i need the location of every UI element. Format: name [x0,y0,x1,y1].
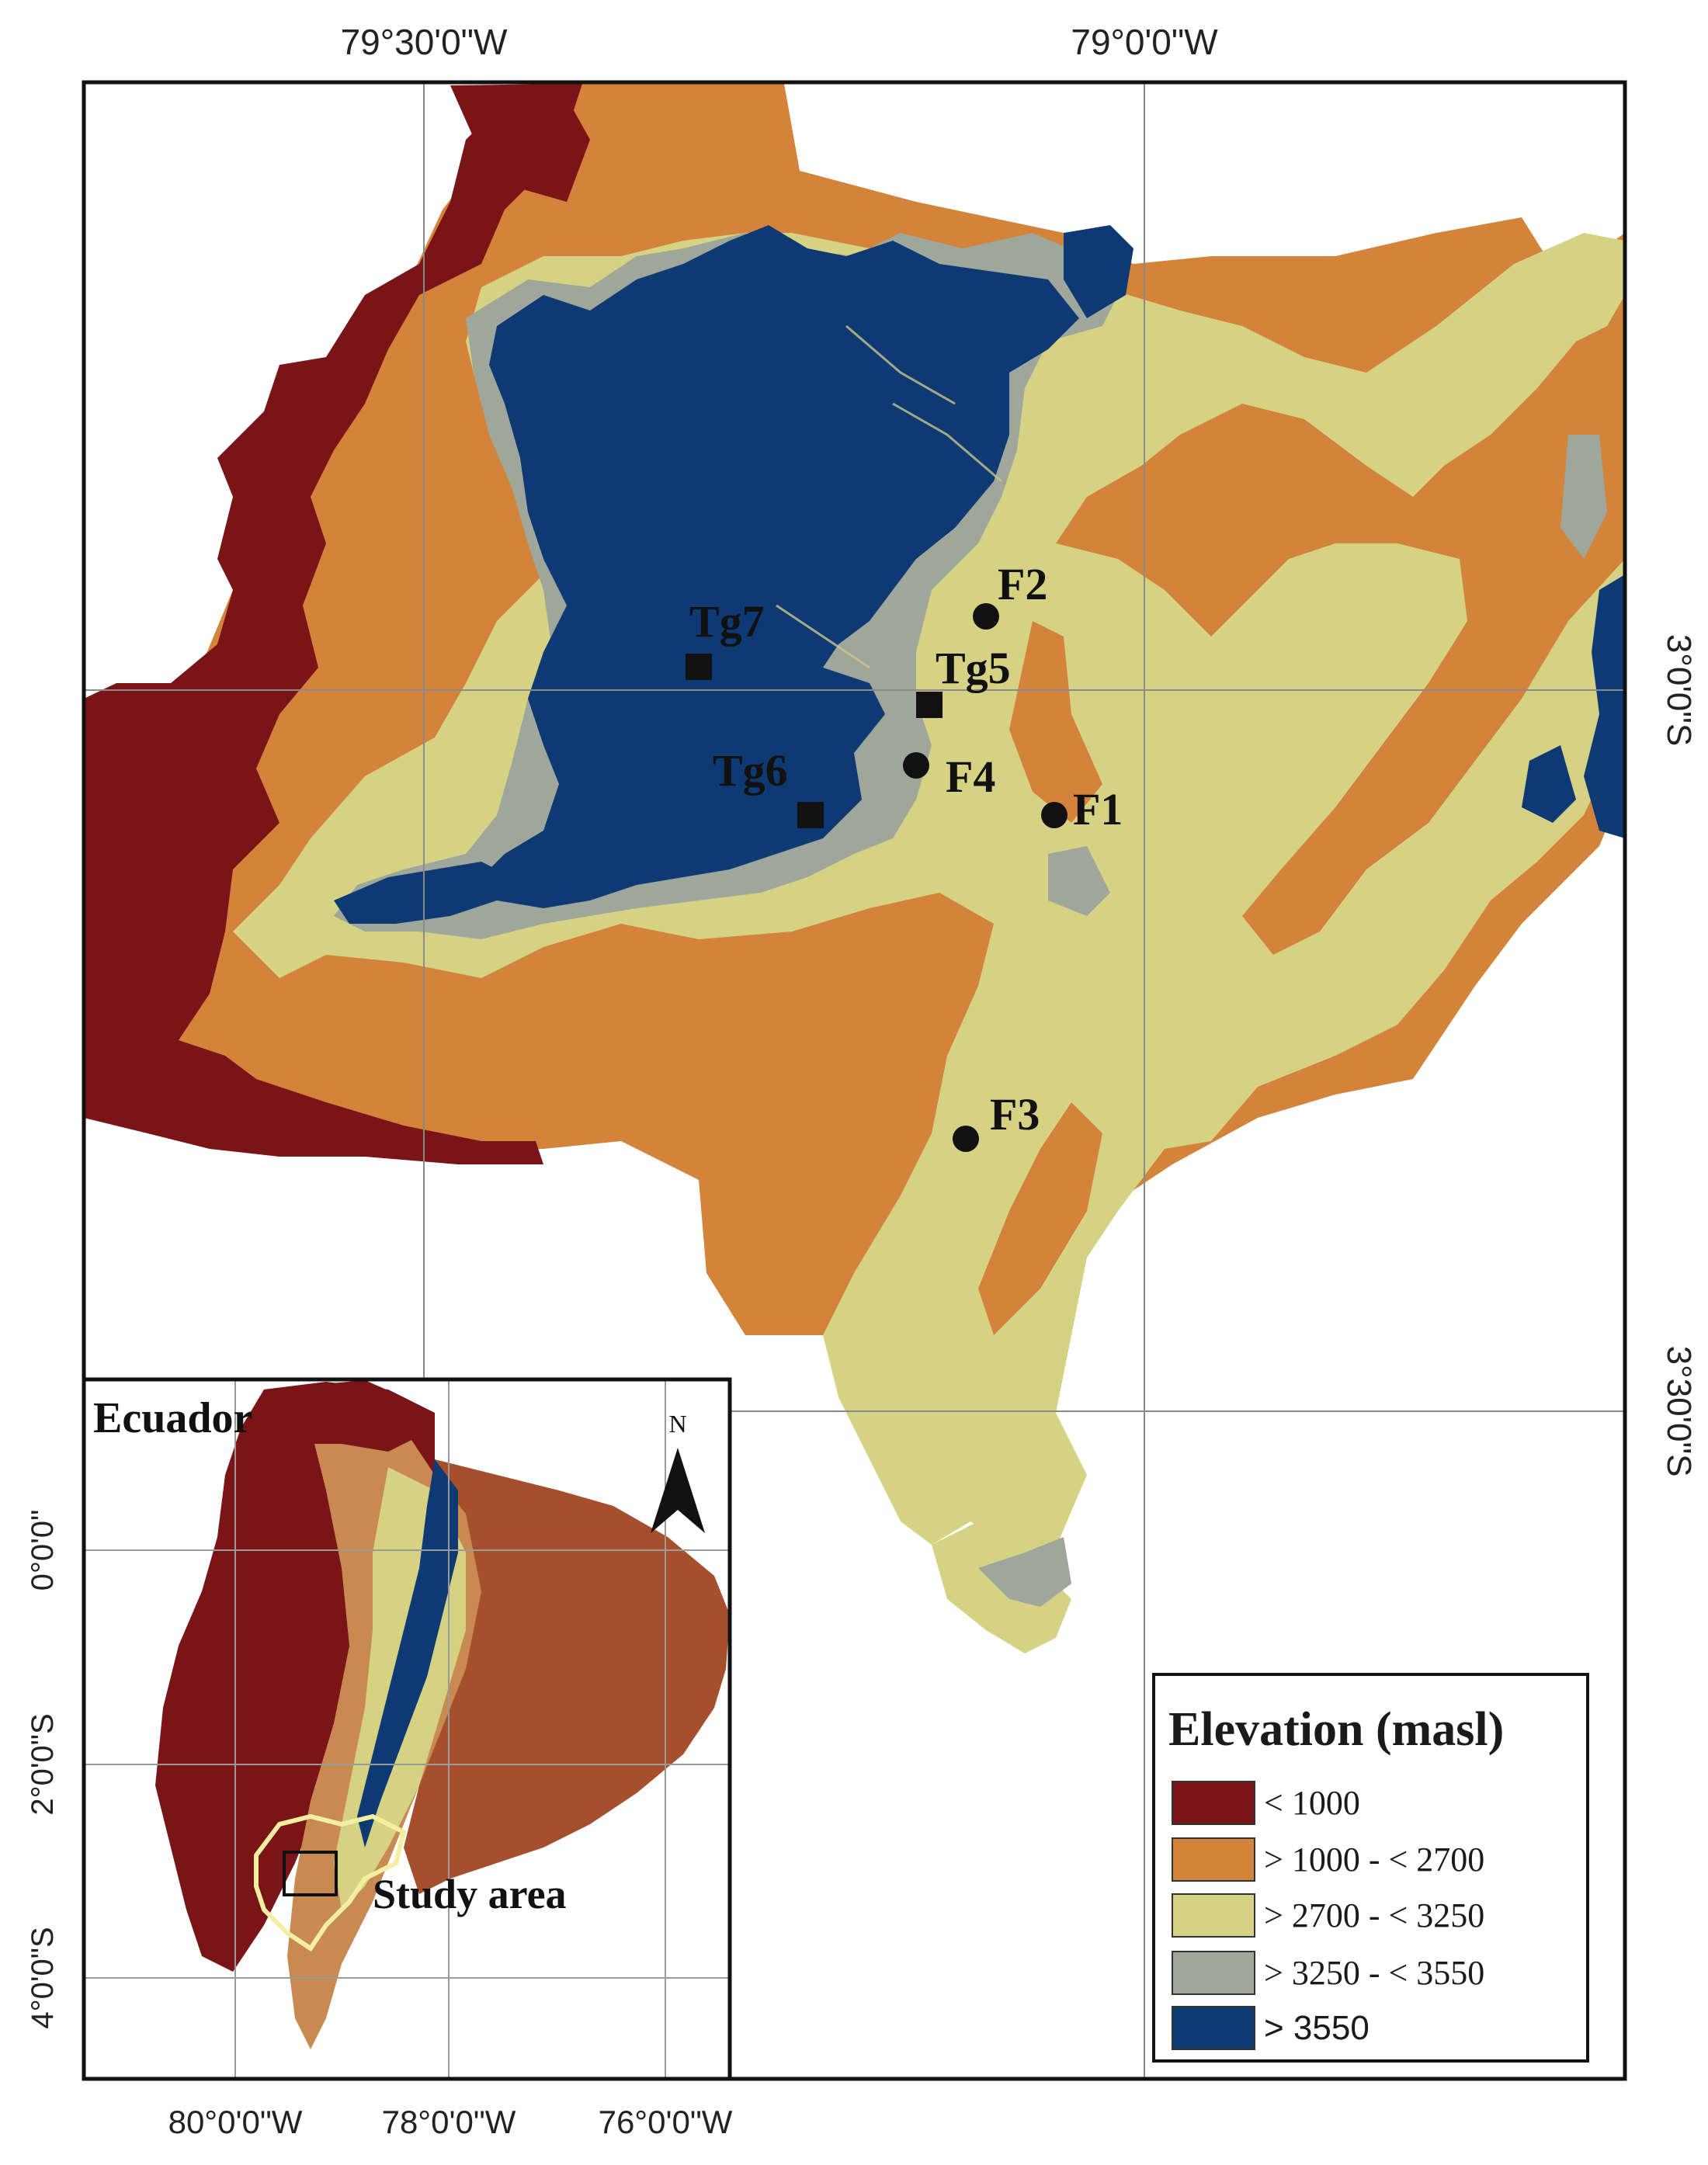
legend-swatch-1000-2700 [1172,1837,1255,1882]
elev-lt1000-west [84,84,582,1164]
site-tg5[interactable]: Tg5 [916,643,1011,718]
legend-swatch-2700-3250 [1172,1893,1255,1938]
legend-label-3250-3550: > 3250 - < 3550 [1264,1954,1484,1992]
main-graticule [84,84,1625,2079]
legend-item-gt3550: > 3550 [1172,2006,1370,2050]
site-f1-label: F1 [1073,784,1123,834]
site-f3-label: F3 [990,1089,1040,1140]
elev-gt3550-east-edge [1584,574,1625,838]
legend-swatch-lt1000 [1172,1781,1255,1825]
legend-item-lt1000: < 1000 [1172,1781,1360,1825]
elev-gt3550-ne-lobe [1064,225,1133,318]
site-tg5-marker [916,692,943,718]
inset-title: Ecuador [93,1394,252,1442]
drainage-lines [776,324,1002,669]
inset-map-frame [82,1377,732,2081]
lat-label-30s: 3°0'0"S [1660,634,1698,746]
north-arrow-icon: N [651,1410,705,1533]
site-f2-label: F2 [998,559,1047,609]
elev-3250-3550-east-patch [1048,846,1110,916]
legend-label-lt1000: < 1000 [1264,1784,1360,1822]
site-f4-marker [903,752,929,779]
elev-3250-3550-east-edge [1560,435,1607,559]
site-f4[interactable]: F4 [903,751,995,802]
site-tg7-marker [686,654,712,680]
inset-lon-label-76w: 76°0'0"W [599,2104,733,2140]
legend-swatch-3250-3550 [1172,1951,1255,1995]
elev-gt3550-main [466,225,1079,908]
site-f3-marker [953,1126,979,1152]
site-f1[interactable]: F1 [1041,784,1123,834]
site-tg6-marker [797,802,824,828]
lon-label-7930w: 79°30'0"W [341,22,508,62]
elevation-legend: Elevation (masl) < 1000 > 1000 - < 2700 … [1152,1673,1589,2063]
elev-3250-3550-south-tail [978,1537,1071,1607]
site-tg7-label: Tg7 [689,596,765,647]
legend-item-3250-3550: > 3250 - < 3550 [1172,1951,1484,1995]
site-f2[interactable]: F2 [973,559,1047,630]
inset-lat-label-4s: 4°0'0"S [26,1927,60,2028]
elev-gt3550-se-edge [1522,745,1576,823]
legend-label-gt3550: > 3550 [1264,2009,1370,2047]
elev-1000-2700-south-ridge [978,1102,1102,1335]
inset-amazon-lowlands [404,1459,730,1894]
legend-label-1000-2700: > 1000 - < 2700 [1264,1841,1484,1879]
site-tg5-label: Tg5 [936,643,1011,693]
site-tg6[interactable]: Tg6 [713,745,824,828]
legend-label-2700-3250: > 2700 - < 3250 [1264,1896,1484,1934]
inset-lon-label-80w: 80°0'0"W [168,2104,303,2140]
legend-title: Elevation (masl) [1168,1703,1504,1756]
site-f1-marker [1041,802,1068,828]
elev-lt1000-northwest-strip [450,84,590,202]
study-area-box [283,1851,338,1896]
inset-andes-blue [357,1459,458,1848]
site-tg6-label: Tg6 [713,745,788,796]
lon-label-790w: 79°0'0"W [1071,22,1218,62]
inset-north-lowlands [264,1380,419,1452]
legend-swatch-gt3550 [1172,2006,1255,2050]
lat-label-330s: 3°30'0"S [1660,1346,1698,1477]
site-f2-marker [973,603,999,630]
site-tg7[interactable]: Tg7 [686,596,765,680]
sampling-sites: F2 Tg7 Tg5 F4 Tg6 F1 F3 [686,559,1123,1152]
elev-1000-2700-east-ridge [1056,295,1625,955]
inset-map: Study area Ecuador N 0°0'0" 2°0'0"S 4°0'… [26,1377,733,2140]
study-area-outline [254,1813,407,1952]
study-area-label: Study area [373,1871,567,1917]
inset-terrain [155,1380,730,2049]
legend-item-1000-2700: > 1000 - < 2700 [1172,1837,1484,1882]
inset-lat-label-0: 0°0'0" [26,1510,60,1591]
site-f4-label: F4 [946,751,995,802]
north-arrow-label: N [668,1410,686,1438]
site-f3[interactable]: F3 [953,1089,1040,1152]
north-arrow-shape [651,1448,705,1533]
main-map-terrain [84,84,1625,1653]
elev-1000-2700-central-strip [1009,621,1102,823]
legend-item-2700-3250: > 2700 - < 3250 [1172,1893,1484,1938]
inset-lat-label-2s: 2°0'0"S [26,1713,60,1815]
main-map-frame [82,80,1627,2081]
inset-lon-label-78w: 78°0'0"W [382,2104,516,2140]
